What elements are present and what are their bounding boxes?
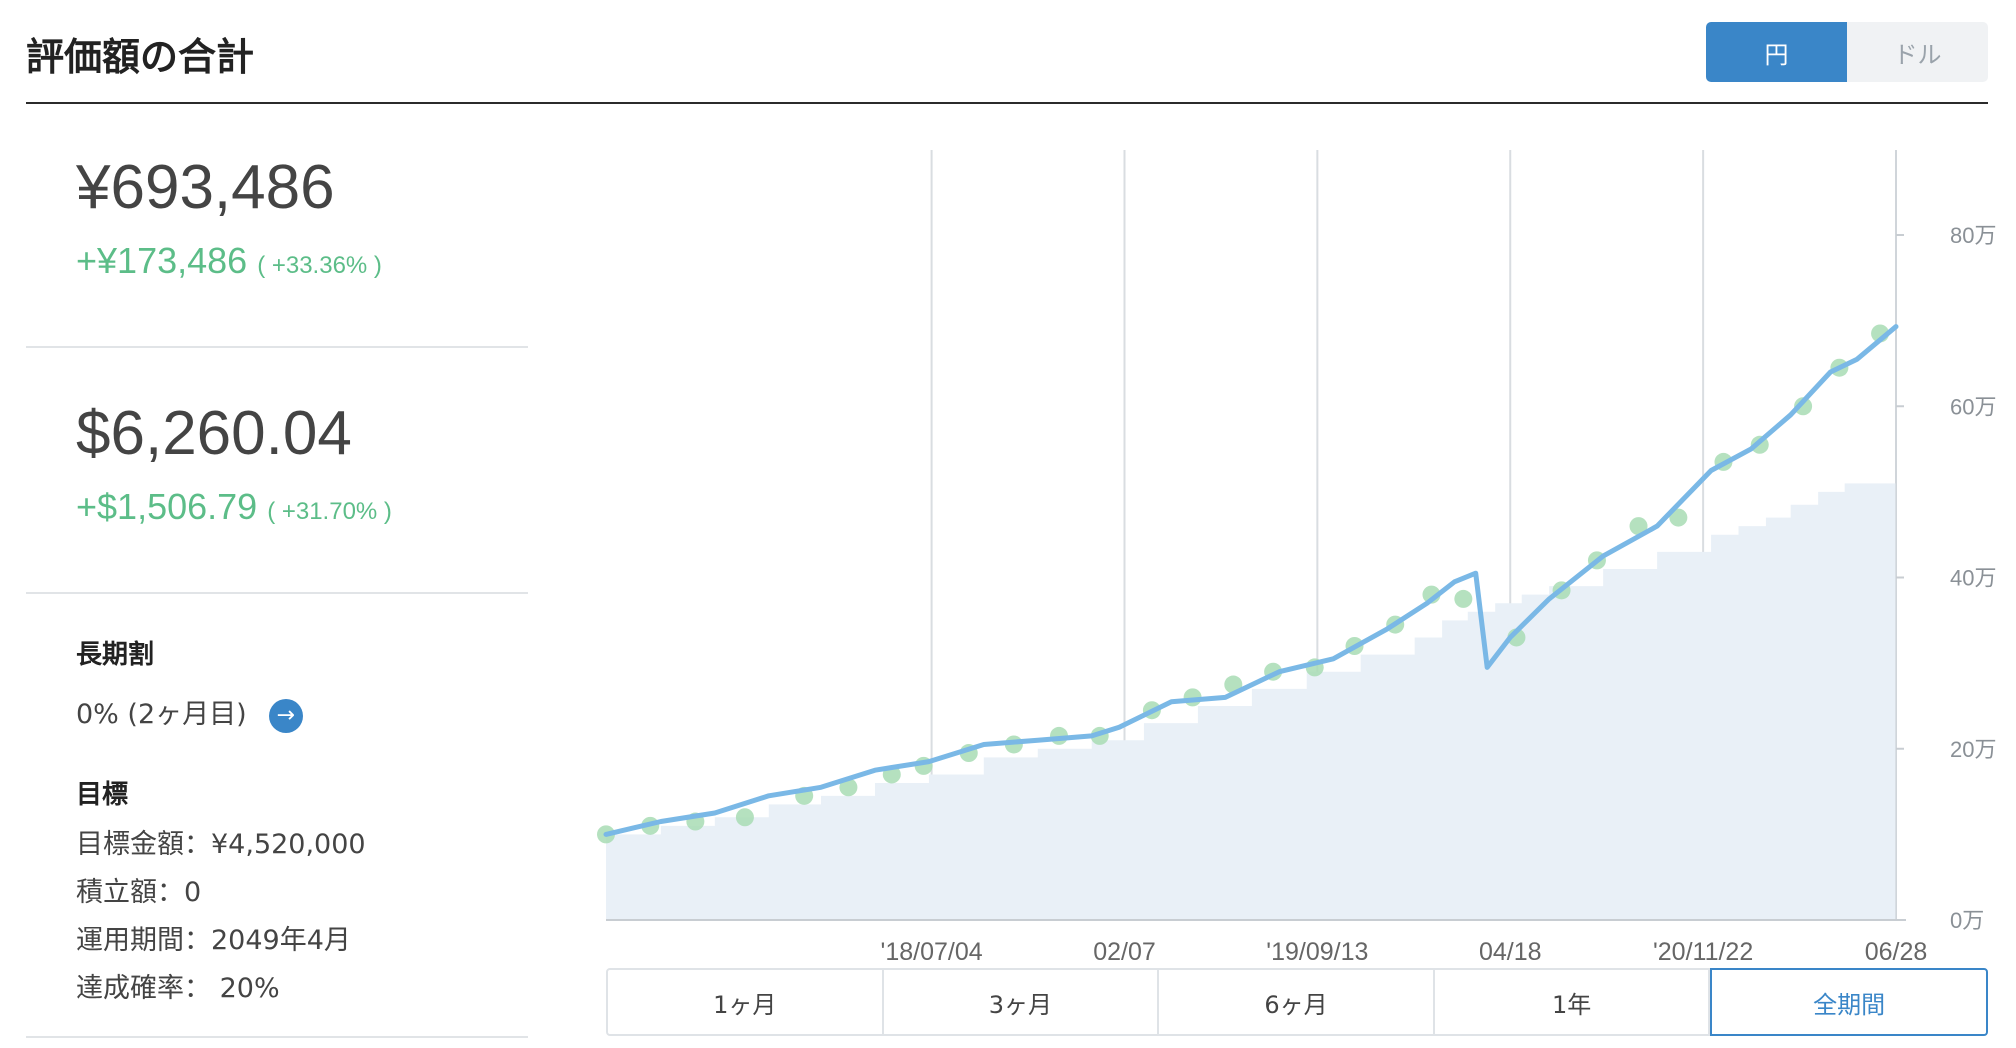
usd-gain-pct: ( +31.70% ) (267, 498, 392, 525)
yen-gain: +¥173,486 ( +33.36% ) (76, 240, 382, 282)
long-term-discount-value: 0% (2ヶ月目) (76, 699, 247, 730)
x-tick-label: 04/18 (1479, 938, 1542, 966)
deposit-marker (839, 778, 858, 797)
valuation-chart[interactable]: 0万 20万 40万 60万 80万 '18/07/04 02/07 '19/09/13 04/… (597, 150, 2016, 970)
y-tick-label: 60万 (1950, 394, 1996, 419)
goal-target-amount: 目標金額：¥4,520,000 (76, 829, 366, 860)
arrow-right-icon[interactable]: → (268, 698, 303, 733)
y-tick-label: 40万 (1950, 566, 1996, 591)
y-tick-label: 0万 (1950, 908, 1984, 933)
deposit-marker (1794, 397, 1813, 416)
currency-toggle[interactable]: 円 ドル (1706, 22, 1988, 82)
long-term-discount-row: 0% (2ヶ月目) → (76, 692, 303, 733)
yen-total-amount: ¥693,486 (76, 153, 335, 222)
x-tick-label: '20/11/22 (1653, 938, 1753, 966)
header: 評価額の合計 円 ドル (26, 0, 1988, 104)
deposit-area (606, 474, 1896, 920)
usd-gain-value: +$1,506.79 (76, 486, 258, 527)
yen-summary: ¥693,486 +¥173,486 ( +33.36% ) (26, 104, 528, 348)
x-tick-label: '18/07/04 (881, 938, 983, 966)
range-tab-6m[interactable]: 6ヶ月 (1159, 968, 1435, 1036)
usd-total-amount: $6,260.04 (76, 399, 352, 468)
usd-gain: +$1,506.79 ( +31.70% ) (76, 486, 392, 528)
usd-summary: $6,260.04 +$1,506.79 ( +31.70% ) (26, 348, 528, 594)
yen-gain-value: +¥173,486 (76, 240, 248, 281)
yen-gain-pct: ( +33.36% ) (257, 252, 382, 279)
range-tabs: 1ヶ月 3ヶ月 6ヶ月 1年 全期間 (606, 968, 1988, 1036)
deposit-marker (1454, 589, 1473, 608)
range-tab-1y[interactable]: 1年 (1434, 968, 1711, 1036)
long-term-discount-heading: 長期割 (76, 640, 155, 670)
currency-yen-button[interactable]: 円 (1706, 22, 1847, 82)
currency-dollar-button[interactable]: ドル (1847, 22, 1988, 82)
goal-section: 長期割 0% (2ヶ月目) → 目標 目標金額：¥4,520,000 積立額：0 … (26, 594, 528, 1038)
goal-period: 運用期間：2049年4月 (76, 925, 351, 956)
range-tab-3m[interactable]: 3ヶ月 (883, 968, 1160, 1036)
chart-svg: 0万 20万 40万 60万 80万 '18/07/04 02/07 '19/09/13 04/… (597, 150, 1996, 966)
page-title: 評価額の合計 (26, 35, 255, 79)
valuation-line (603, 324, 1899, 837)
x-tick-label: 02/07 (1093, 938, 1156, 966)
x-tick-label: '19/09/13 (1266, 938, 1368, 966)
y-tick-label: 80万 (1950, 223, 1996, 248)
summary-panel: ¥693,486 +¥173,486 ( +33.36% ) $6,260.04 … (26, 104, 528, 1038)
goal-probability: 達成確率： 20% (76, 973, 280, 1004)
goal-heading: 目標 (76, 780, 129, 810)
range-tab-all[interactable]: 全期間 (1710, 968, 1988, 1036)
deposit-marker (1629, 517, 1648, 536)
deposit-marker (1669, 508, 1688, 527)
x-tick-label: 06/28 (1865, 938, 1928, 966)
range-tab-1m[interactable]: 1ヶ月 (606, 968, 884, 1036)
deposit-marker (735, 808, 754, 827)
goal-contribution: 積立額：0 (76, 877, 202, 908)
y-tick-label: 20万 (1950, 737, 1996, 762)
